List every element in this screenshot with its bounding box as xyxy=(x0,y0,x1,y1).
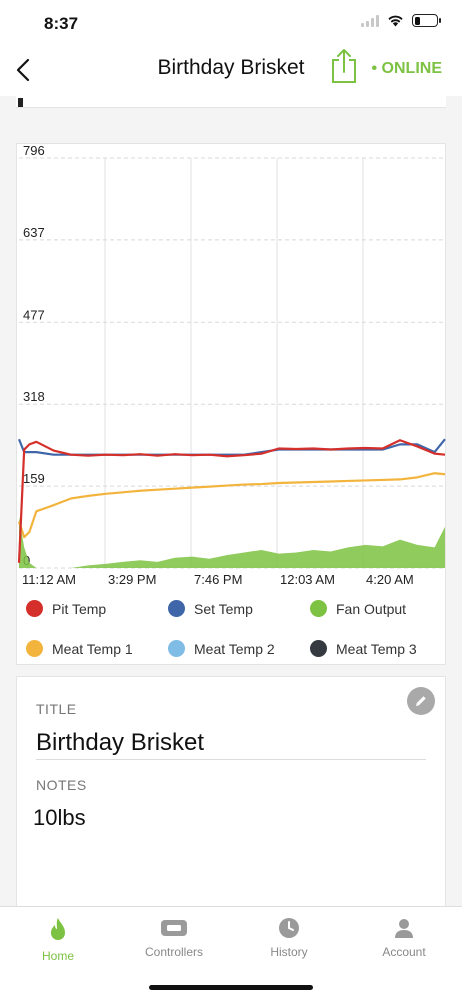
status-icons xyxy=(361,14,441,27)
tab-label: History xyxy=(270,945,308,959)
legend-dot xyxy=(310,600,327,617)
temperature-chart[interactable]: 796637477318159011:12 AM3:29 PM7:46 PM12… xyxy=(16,143,446,665)
chart-canvas: 796637477318159011:12 AM3:29 PM7:46 PM12… xyxy=(17,144,446,587)
share-icon xyxy=(332,49,356,83)
wifi-icon xyxy=(388,15,403,27)
x-tick-label: 7:46 PM xyxy=(194,572,242,587)
x-tick-label: 11:12 AM xyxy=(22,572,76,587)
connection-status: • ONLINE xyxy=(371,60,443,77)
x-tick-label: 12:03 AM xyxy=(280,572,335,587)
legend-label: Meat Temp 1 xyxy=(52,640,133,657)
y-tick-label: 796 xyxy=(23,144,45,158)
chart-legend: Pit Temp Set Temp Fan Output Meat Temp 1… xyxy=(16,592,446,664)
card-marker xyxy=(18,98,23,107)
page-title: Birthday Brisket xyxy=(157,56,305,79)
cellular-signal-icon xyxy=(361,14,379,27)
legend-dot xyxy=(26,640,43,657)
status-time: 8:37 xyxy=(44,14,79,33)
title-value: Birthday Brisket xyxy=(36,729,205,756)
previous-card-edge xyxy=(16,96,446,108)
series-meat-temp-1-line xyxy=(17,472,446,539)
nav-bar: Birthday Brisket • ONLINE xyxy=(0,44,462,96)
series-set-temp-line xyxy=(17,438,446,456)
tab-history[interactable]: History xyxy=(231,917,347,959)
cook-details-card: TITLE Birthday Brisket NOTES 10lbs xyxy=(16,676,446,916)
clock-icon xyxy=(279,918,299,938)
edit-button[interactable] xyxy=(407,687,435,715)
series-pit-temp-line xyxy=(17,439,446,563)
flame-icon xyxy=(51,918,65,940)
tab-label: Home xyxy=(41,949,74,963)
controller-icon xyxy=(161,920,187,936)
y-tick-label: 477 xyxy=(23,307,45,322)
legend-label: Meat Temp 2 xyxy=(194,640,275,657)
legend-meat-temp-3[interactable]: Meat Temp 3 xyxy=(310,640,417,657)
share-button[interactable] xyxy=(330,48,358,89)
legend-dot xyxy=(26,600,43,617)
legend-dot xyxy=(168,640,185,657)
legend-fan-output[interactable]: Fan Output xyxy=(310,600,406,617)
legend-dot xyxy=(168,600,185,617)
legend-pit-temp[interactable]: Pit Temp xyxy=(26,600,106,617)
tab-controllers[interactable]: Controllers xyxy=(116,917,232,959)
notes-label: NOTES xyxy=(36,777,87,793)
legend-label: Set Temp xyxy=(194,600,253,617)
chevron-left-icon xyxy=(16,58,30,82)
notes-value: 10lbs xyxy=(33,805,86,830)
status-bar: 8:37 xyxy=(0,0,462,44)
tab-label: Account xyxy=(382,945,426,959)
y-tick-label: 637 xyxy=(23,225,45,240)
legend-label: Fan Output xyxy=(336,600,407,617)
legend-meat-temp-1[interactable]: Meat Temp 1 xyxy=(26,640,133,657)
tab-account[interactable]: Account xyxy=(346,917,462,959)
legend-meat-temp-2[interactable]: Meat Temp 2 xyxy=(168,640,275,657)
y-tick-label: 318 xyxy=(23,389,45,404)
legend-set-temp[interactable]: Set Temp xyxy=(168,600,253,617)
person-icon xyxy=(395,919,413,938)
y-tick-label: 159 xyxy=(23,471,45,486)
legend-label: Meat Temp 3 xyxy=(336,640,417,657)
legend-label: Pit Temp xyxy=(52,600,107,617)
tab-home[interactable]: Home xyxy=(0,917,116,963)
pencil-icon xyxy=(416,696,426,706)
back-button[interactable] xyxy=(8,54,38,86)
divider xyxy=(36,759,426,760)
home-indicator xyxy=(149,985,313,990)
tab-bar: Home Controllers History Account xyxy=(0,906,462,1000)
tab-label: Controllers xyxy=(144,945,204,959)
battery-icon xyxy=(412,14,441,27)
series-fan-output-area xyxy=(19,516,445,568)
x-tick-label: 4:20 AM xyxy=(366,572,414,587)
x-tick-label: 3:29 PM xyxy=(108,572,156,587)
legend-dot xyxy=(310,640,327,657)
title-label: TITLE xyxy=(36,701,77,717)
